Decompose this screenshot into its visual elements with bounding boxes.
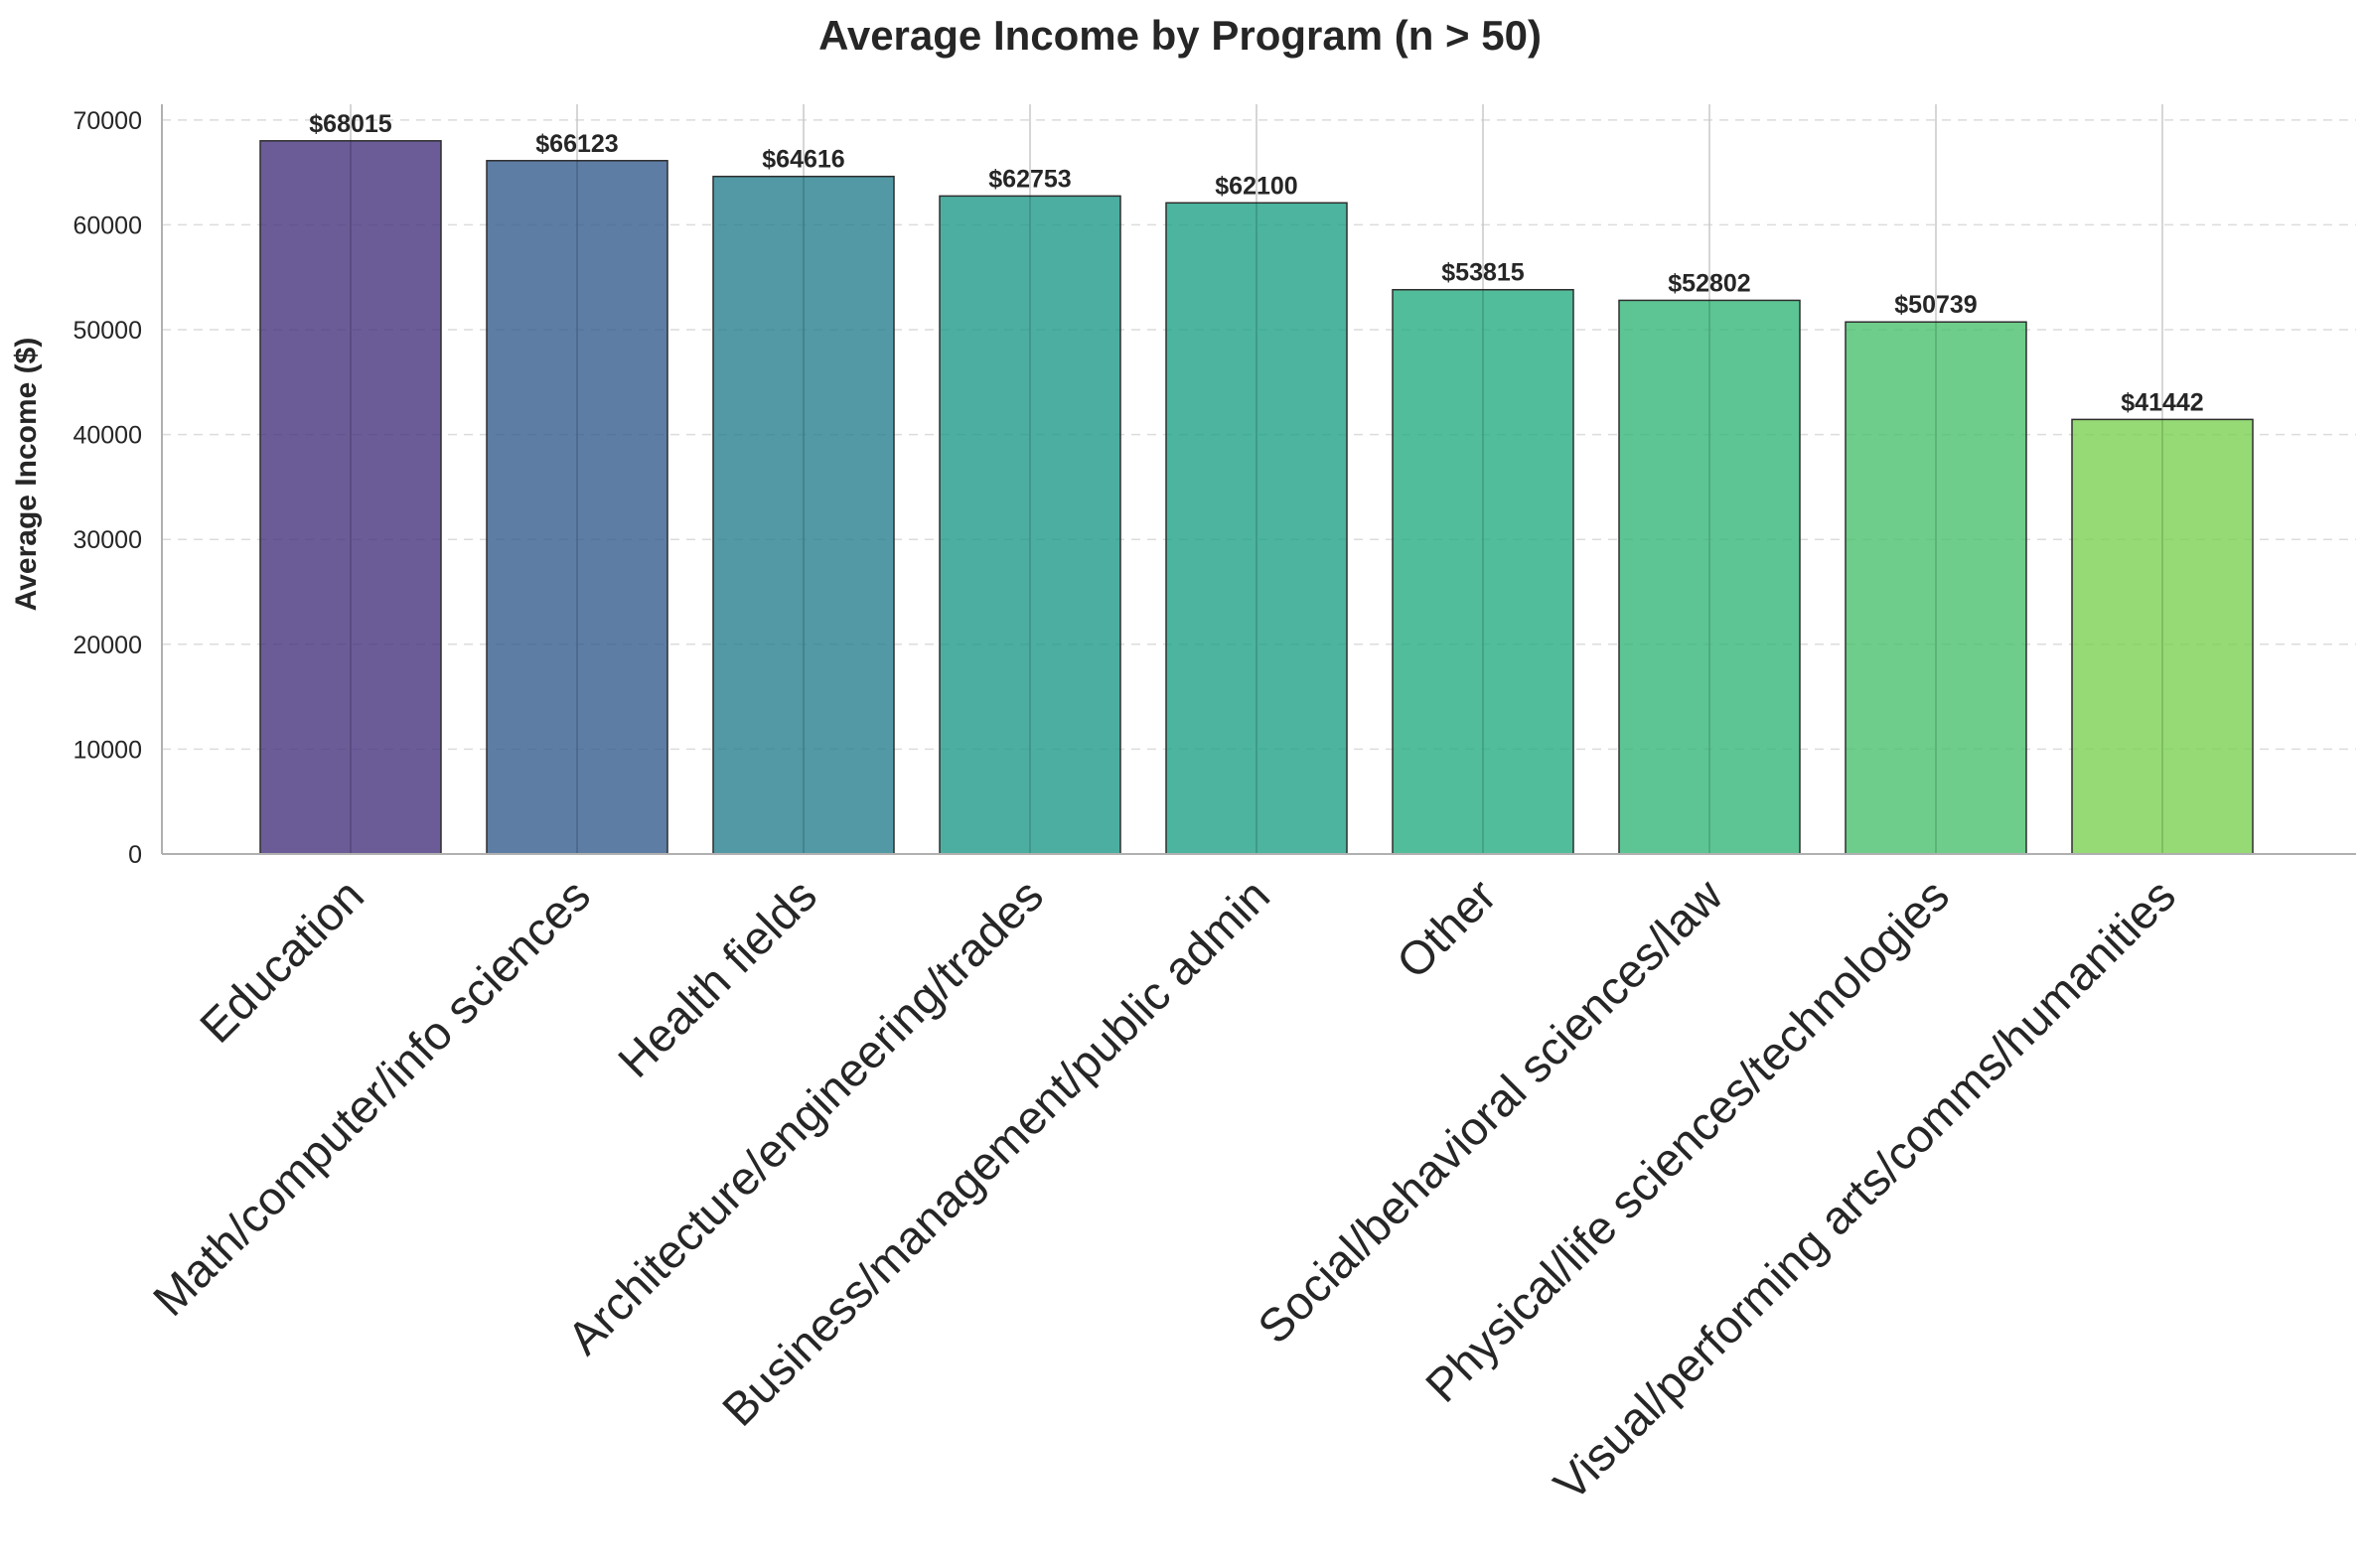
vertical-gridlines-overlay (350, 140, 2163, 854)
axes (161, 104, 2356, 855)
data-label-7: $50739 (1894, 291, 1977, 319)
bar-2 (712, 175, 895, 855)
data-label-3: $62753 (988, 165, 1071, 193)
data-label-1: $66123 (535, 130, 618, 158)
data-label-6: $52802 (1668, 269, 1750, 297)
chart-title: Average Income by Program (n > 50) (818, 12, 1542, 59)
data-labels: $68015 $66123 $64616 $62753 $62100 $53815 $528… (309, 110, 2203, 417)
y-tick-label-2: 20000 (73, 632, 142, 659)
data-label-8: $41442 (2121, 388, 2203, 416)
x-tick-label-2: Health fields (608, 869, 826, 1087)
y-tick-label-5: 50000 (73, 317, 142, 345)
bar-3 (939, 195, 1121, 855)
y-tick-label-0: 0 (128, 841, 142, 869)
y-tick-label-4: 40000 (73, 422, 142, 450)
x-tick-label-1: Math/computer/info sciences (143, 869, 600, 1326)
data-label-2: $64616 (762, 146, 844, 174)
x-tick-label-6: Social/behavioral sciences/law (1248, 868, 1733, 1354)
data-label-0: $68015 (309, 110, 392, 138)
data-label-4: $62100 (1215, 172, 1297, 200)
data-label-5: $53815 (1441, 259, 1525, 287)
bar-0 (259, 140, 442, 855)
y-tick-labels: 0 10000 20000 30000 40000 50000 60000 70000 (73, 107, 142, 869)
bar-4 (1165, 202, 1348, 855)
x-tick-label-5: Other (1386, 869, 1506, 989)
y-tick-label-3: 30000 (73, 526, 142, 554)
x-tick-label-3: Architecture/engineering/trades (557, 869, 1053, 1364)
y-tick-label-6: 60000 (73, 212, 142, 239)
bar-6 (1618, 299, 1801, 855)
x-tick-label-0: Education (190, 869, 373, 1053)
y-tick-label-7: 70000 (73, 107, 142, 135)
bars (259, 140, 2254, 855)
bar-5 (1392, 288, 1574, 855)
bar-8 (2071, 418, 2254, 855)
y-axis-label: Average Income ($) (10, 338, 43, 612)
y-tick-label-1: 10000 (73, 736, 142, 764)
